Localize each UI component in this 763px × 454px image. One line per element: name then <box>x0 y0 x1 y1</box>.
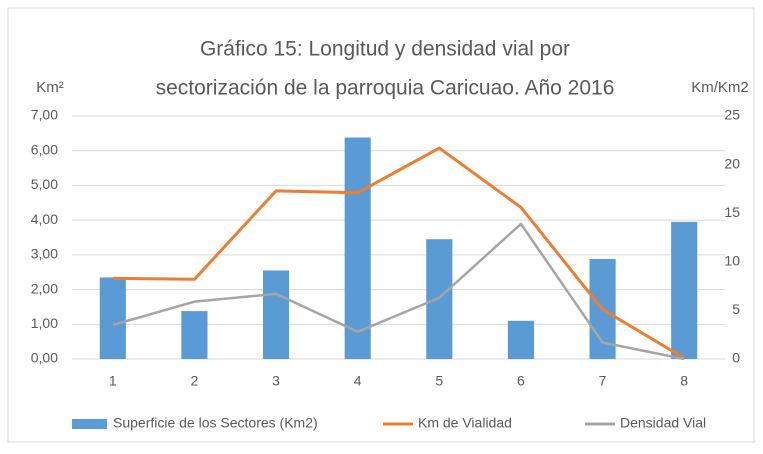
line <box>112 222 685 361</box>
y-axis-label: Km² <box>36 79 64 96</box>
y-tick-label: 6,00 <box>31 141 58 157</box>
y-tick-label: 5,00 <box>31 176 58 192</box>
y2-axis-label: Km/Km2 <box>691 79 749 96</box>
bar <box>263 270 290 359</box>
legend-label: Densidad Vial <box>620 415 706 431</box>
y-tick-label: 3,00 <box>31 246 58 262</box>
bar <box>344 137 371 359</box>
x-tick-label: 7 <box>599 373 607 389</box>
x-tick-label: 2 <box>191 373 199 389</box>
y2-tick-label: 15 <box>724 204 740 220</box>
y2-tick-label: 10 <box>724 253 740 269</box>
y2-tick-label: 25 <box>724 107 740 123</box>
x-tick-label: 8 <box>680 373 688 389</box>
x-tick-label: 3 <box>272 373 280 389</box>
legend-label: Km de Vialidad <box>418 415 512 431</box>
y-tick-label: 2,00 <box>31 280 58 296</box>
legend-swatch <box>72 419 107 429</box>
y2-tick-label: 20 <box>724 155 740 171</box>
bar <box>507 320 534 359</box>
y-tick-label: 7,00 <box>31 107 58 123</box>
chart-border <box>7 7 755 443</box>
legend-label: Superficie de los Sectores (Km2) <box>113 415 318 431</box>
y2-tick-label: 5 <box>732 301 740 317</box>
x-tick-label: 6 <box>517 373 525 389</box>
chart-title: sectorización de la parroquia Caricuao. … <box>156 77 615 100</box>
y-tick-label: 1,00 <box>31 315 58 331</box>
y-tick-label: 4,00 <box>31 211 58 227</box>
bar <box>181 311 208 359</box>
x-tick-label: 4 <box>354 373 362 389</box>
x-tick-label: 5 <box>435 373 443 389</box>
line <box>112 146 685 360</box>
x-tick-label: 1 <box>109 373 117 389</box>
bar <box>671 221 698 359</box>
chart-title: Gráfico 15: Longitud y densidad vial por <box>200 38 570 61</box>
bar <box>99 277 126 359</box>
y-tick-label: 0,00 <box>31 350 58 366</box>
y2-tick-label: 0 <box>732 350 740 366</box>
